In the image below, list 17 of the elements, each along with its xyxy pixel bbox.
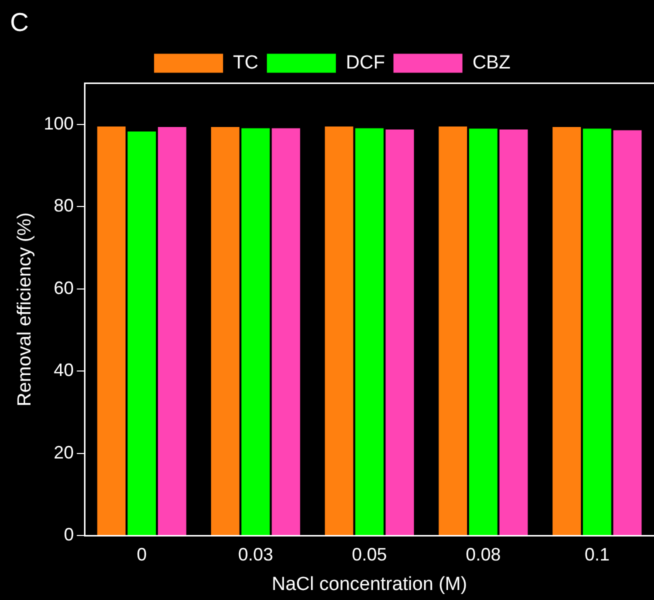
y-tick-label: 100: [44, 113, 74, 134]
y-tick-label: 40: [54, 360, 74, 380]
y-axis-title: Removal efficiency (%): [14, 212, 36, 406]
x-tick-label: 0.08: [466, 544, 501, 564]
x-tick-label: 0: [136, 544, 147, 564]
chart-title: C: [10, 6, 29, 37]
legend-label: CBZ: [472, 52, 511, 74]
y-tick-label: 80: [54, 196, 74, 216]
y-tick-label: 60: [54, 278, 74, 298]
x-tick-label: 0.1: [584, 544, 610, 564]
legend-label: TC: [233, 52, 258, 74]
legend-label: DCF: [346, 52, 385, 74]
x-tick-label: 0.05: [352, 544, 387, 564]
x-axis-title: NaCl concentration (M): [272, 574, 468, 595]
y-tick-label: 20: [54, 442, 74, 462]
y-tick-label: 0: [64, 524, 74, 545]
x-tick-label: 0.03: [238, 544, 274, 564]
